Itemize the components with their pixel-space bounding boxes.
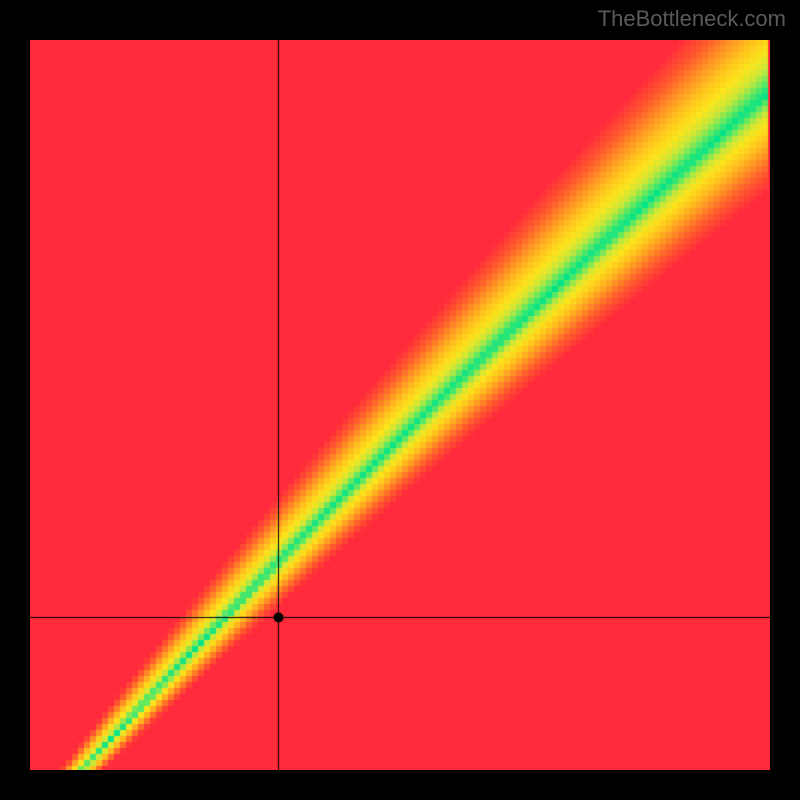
chart-container: TheBottleneck.com xyxy=(0,0,800,800)
heatmap-canvas xyxy=(30,40,770,770)
plot-area xyxy=(30,40,770,770)
watermark-text: TheBottleneck.com xyxy=(598,6,786,32)
